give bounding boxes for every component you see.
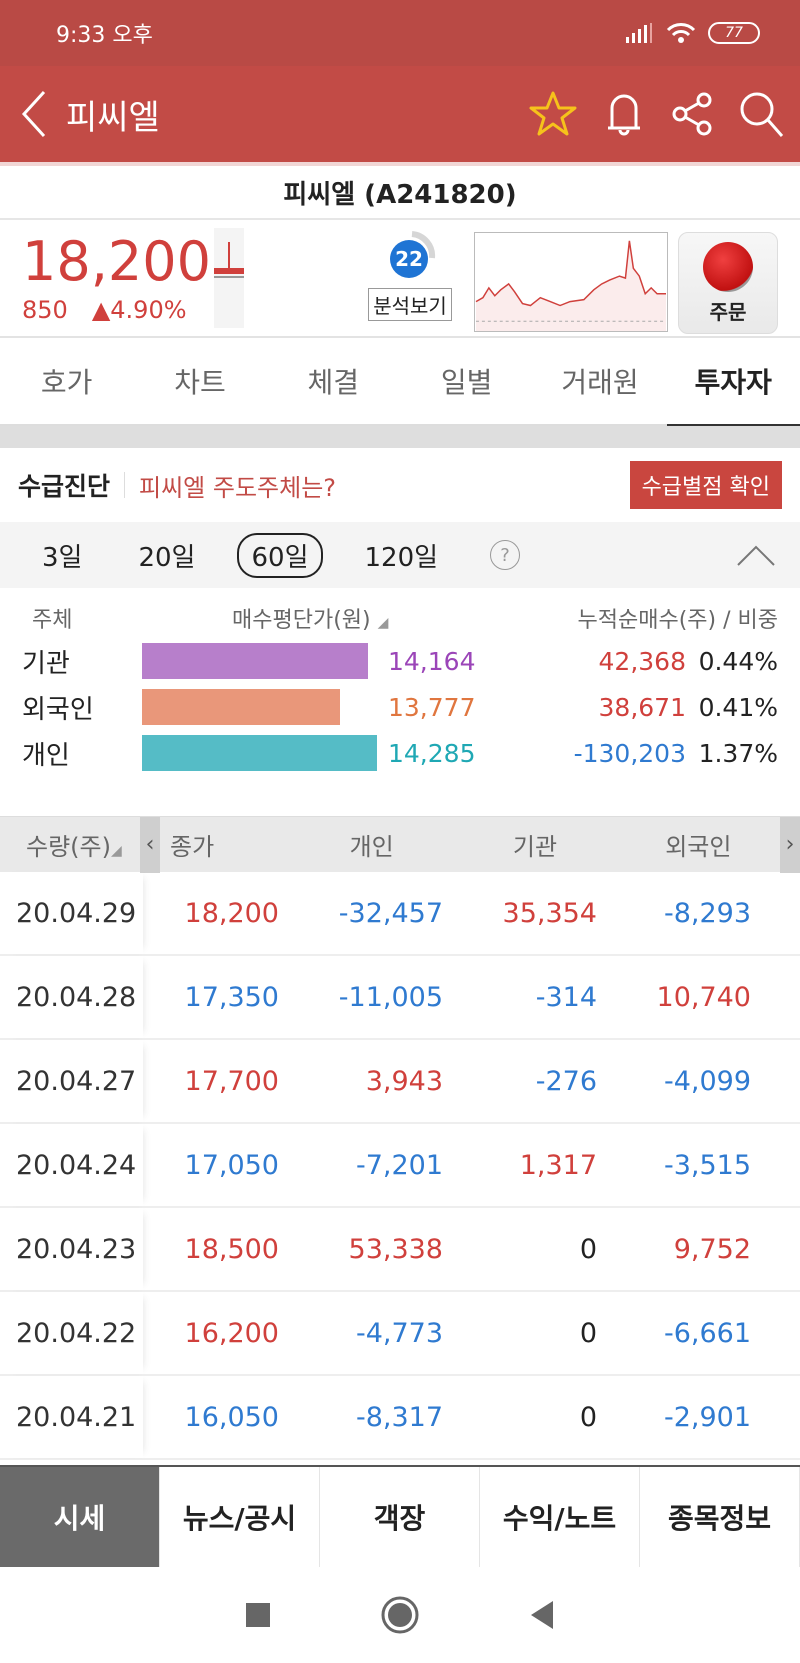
table-row[interactable]: 20.04.29 18,200 -32,457 35,354 -8,293 (0, 872, 800, 956)
period-3d[interactable]: 3일 (42, 542, 83, 573)
help-icon[interactable]: ? (490, 540, 521, 570)
table-row[interactable]: 20.04.21 16,050 -8,317 0 -2,901 (0, 1376, 800, 1460)
chevron-up-icon[interactable] (736, 543, 776, 567)
bell-icon[interactable] (602, 90, 646, 138)
star-icon[interactable] (528, 90, 578, 138)
diagnosis-question-link[interactable]: 피씨엘 주도주체는? (139, 473, 337, 502)
home-icon[interactable] (381, 1596, 419, 1634)
tab-chart[interactable]: 차트 (174, 366, 226, 399)
price-change: 850 ▲4.90% (22, 296, 187, 324)
tab-daily[interactable]: 일별 (440, 366, 493, 399)
tab-trades[interactable]: 체결 (307, 366, 360, 399)
header-avg-price[interactable]: 매수평단가(원) ◢ (232, 608, 389, 633)
share-icon[interactable] (670, 90, 714, 138)
nav-stock-info[interactable]: 종목정보 (640, 1467, 800, 1567)
battery-icon: 77 (708, 22, 760, 44)
scroll-right-button[interactable]: › (779, 816, 800, 873)
nav-news[interactable]: 뉴스/공시 (160, 1467, 320, 1567)
analysis-widget[interactable]: 22 분석보기 (360, 230, 460, 321)
table-row[interactable]: 20.04.28 17,350 -11,005 -314 10,740 (0, 956, 800, 1040)
header-individual: 개인 (349, 833, 394, 861)
header-subject: 주체 (32, 608, 73, 633)
app-title: 피씨엘 (66, 97, 160, 138)
investor-row-individual: 개인 14,285 -130,203 1.37% (0, 730, 800, 776)
search-icon[interactable] (738, 90, 784, 138)
tab-brokers[interactable]: 거래원 (561, 366, 639, 399)
section-divider (0, 426, 800, 448)
period-120d[interactable]: 120일 (364, 542, 439, 573)
status-time: 9:33 오후 (56, 23, 153, 48)
stock-name-code: 피씨엘 (A241820) (0, 166, 800, 220)
investor-row-institution: 기관 14,164 42,368 0.44% (0, 638, 800, 684)
period-20d[interactable]: 20일 (138, 542, 196, 573)
header-quantity-toggle[interactable]: 수량(주)◢ (26, 833, 122, 861)
avg-price-bar (142, 689, 382, 725)
wifi-icon (666, 23, 696, 43)
system-nav-bar (0, 1567, 800, 1663)
tab-bar: 호가 차트 체결 일별 거래원 투자자 (0, 338, 800, 426)
order-logo-icon (703, 241, 753, 292)
investor-daily-table: 20.04.29 18,200 -32,457 35,354 -8,293 20… (0, 872, 800, 1460)
header-foreign: 외국인 (665, 833, 732, 861)
table-row[interactable]: 20.04.23 18,500 53,338 0 9,752 (0, 1208, 800, 1292)
tab-hoga[interactable]: 호가 (40, 366, 93, 399)
back-nav-icon[interactable] (529, 1600, 555, 1630)
tab-investors[interactable]: 투자자 (666, 338, 800, 426)
table-row[interactable]: 20.04.24 17,050 -7,201 1,317 -3,515 (0, 1124, 800, 1208)
header-institution: 기관 (512, 833, 558, 861)
bottom-nav: 시세 뉴스/공시 객장 수익/노트 종목정보 (0, 1465, 800, 1567)
diagnosis-title: 수급진단 (18, 472, 111, 501)
period-selector: 3일 20일 60일 120일 ? (0, 522, 800, 588)
investor-summary: 주체 매수평단가(원) ◢ 누적순매수(주) / 비중 기관 14,164 42… (0, 588, 800, 816)
avg-price-bar (142, 643, 382, 679)
signal-icon (626, 23, 652, 43)
table-header: 수량(주)◢ ‹ 종가 개인 기관 외국인 › (0, 816, 800, 873)
order-button[interactable]: 주문 (678, 232, 778, 334)
period-60d[interactable]: 60일 (237, 532, 323, 578)
nav-quotes[interactable]: 시세 (0, 1467, 160, 1567)
rating-check-button[interactable]: 수급별점 확인 (629, 461, 782, 509)
nav-profit-note[interactable]: 수익/노트 (480, 1467, 640, 1567)
analysis-score-badge: 22 (390, 240, 428, 278)
app-bar: 피씨엘 (0, 66, 800, 166)
avg-price-bar (142, 735, 382, 771)
analysis-button[interactable]: 분석보기 (368, 288, 452, 321)
candle-icon (214, 228, 244, 328)
header-net-buy: 누적순매수(주) / 비중 (577, 608, 779, 633)
recents-icon[interactable] (245, 1602, 271, 1628)
quote-panel: 18,200 850 ▲4.90% 22 분석보기 주문 (0, 220, 800, 338)
investor-row-foreign: 외국인 13,777 38,671 0.41% (0, 684, 800, 730)
scroll-left-button[interactable]: ‹ (140, 816, 160, 873)
divider (124, 472, 126, 498)
current-price: 18,200 (22, 230, 211, 293)
sparkline-chart[interactable] (474, 232, 668, 332)
nav-lounge[interactable]: 객장 (320, 1467, 480, 1567)
header-close: 종가 (170, 833, 215, 861)
table-row[interactable]: 20.04.22 16,200 -4,773 0 -6,661 (0, 1292, 800, 1376)
supply-diagnosis-header: 수급진단 피씨엘 주도주체는? 수급별점 확인 (0, 448, 800, 522)
status-bar: 9:33 오후 77 (0, 0, 800, 66)
back-icon[interactable] (20, 90, 48, 138)
table-row[interactable]: 20.04.27 17,700 3,943 -276 -4,099 (0, 1040, 800, 1124)
